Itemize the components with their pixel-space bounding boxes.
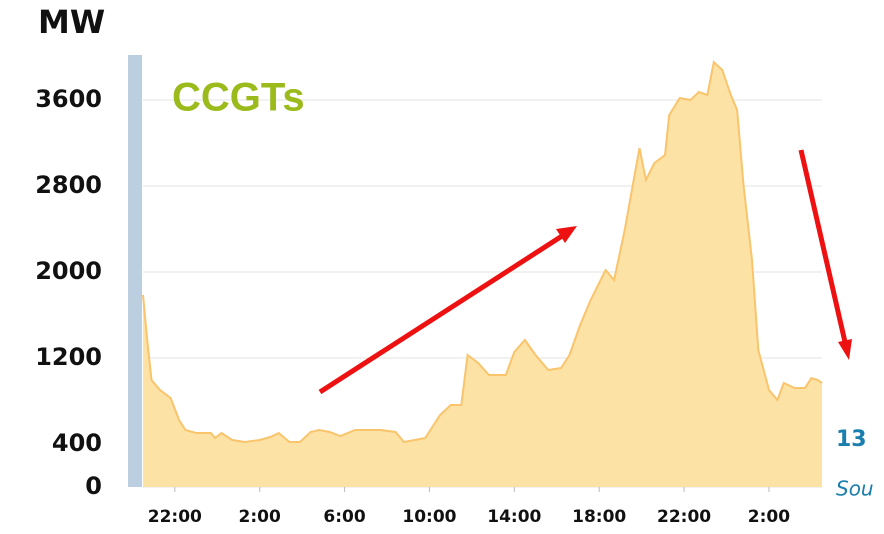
y-tick-label: 400 [52, 429, 102, 457]
arrow [798, 149, 852, 360]
y-tick-label: 0 [85, 472, 102, 500]
annotation: Sou [836, 477, 874, 501]
y-axis-bar [128, 55, 142, 487]
plot-area: 0 400 1200 2000 2800 3600 22:00 2:00 6:00 10:00 14… [35, 60, 823, 527]
x-tick-label: 2:00 [748, 507, 790, 527]
area [143, 62, 822, 487]
x-tick-label: 22:00 [657, 507, 711, 527]
line [142, 60, 823, 444]
y-axis-label: MW [38, 3, 105, 41]
x-tick-label: 22:00 [148, 507, 202, 527]
x-tick-label: 10:00 [402, 507, 456, 527]
y-tick-label: 2800 [35, 171, 102, 199]
x-tick-label: 6:00 [323, 507, 365, 527]
annotation: 13 [836, 427, 867, 452]
x-tick-label: 14:00 [487, 507, 541, 527]
y-tick-label: 3600 [35, 85, 102, 113]
series-label: CCGTs [172, 76, 305, 120]
x-tick-label: 18:00 [572, 507, 626, 527]
arrow [318, 226, 577, 395]
y-tick-label: 2000 [35, 257, 102, 285]
y-tick-label: 1200 [35, 343, 102, 371]
x-tick-label: 2:00 [239, 507, 281, 527]
